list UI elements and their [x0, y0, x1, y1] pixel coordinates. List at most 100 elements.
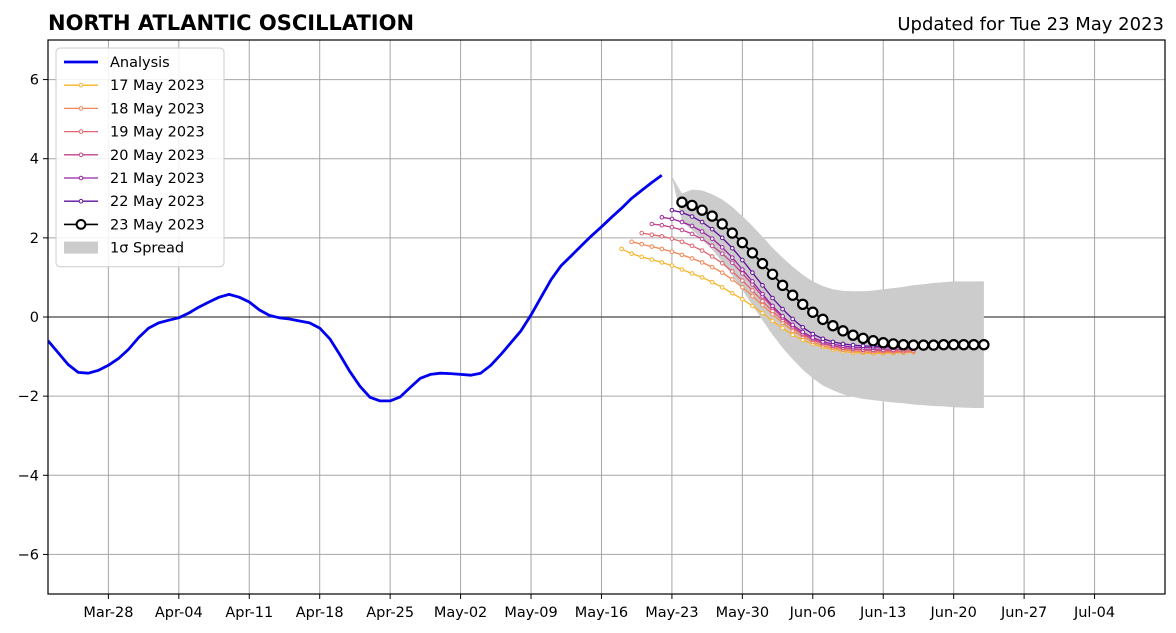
forecast-point — [679, 219, 685, 225]
forecast-point — [786, 289, 799, 301]
x-tick-label: May-16 — [575, 605, 628, 621]
forecast-point — [679, 239, 685, 245]
x-tick-label: May-30 — [716, 605, 769, 621]
forecast-point — [766, 268, 779, 280]
forecast-point — [750, 279, 755, 284]
x-tick-label: Jun-20 — [930, 605, 977, 621]
forecast-point — [699, 219, 705, 225]
forecast-point — [686, 199, 698, 212]
legend-swatch-spread — [64, 241, 98, 254]
legend-swatch-marker — [78, 82, 84, 88]
forecast-point — [887, 338, 899, 350]
chart-subtitle: Updated for Tue 23 May 2023 — [897, 14, 1164, 35]
forecast-point — [689, 214, 695, 219]
forecast-point — [978, 339, 990, 351]
legend-label: 1σ Spread — [110, 241, 184, 257]
forecast-point — [797, 298, 809, 311]
forecast-point — [770, 295, 775, 301]
legend-label: Analysis — [110, 55, 170, 71]
forecast-point — [669, 236, 675, 241]
forecast-point — [790, 332, 795, 338]
forecast-point — [770, 308, 775, 314]
legend-swatch-marker — [75, 219, 87, 230]
forecast-point — [729, 245, 735, 251]
x-tick-label: May-23 — [645, 605, 698, 621]
forecast-point — [719, 260, 725, 266]
forecast-point — [937, 339, 950, 351]
x-tick-label: May-02 — [434, 605, 487, 621]
legend-swatch-marker — [78, 106, 84, 111]
forecast-point — [760, 302, 765, 308]
forecast-point — [847, 329, 859, 341]
forecast-point — [639, 254, 645, 260]
x-tick-label: Jun-13 — [859, 605, 906, 621]
forecast-point — [709, 279, 715, 285]
x-tick-label: Apr-25 — [366, 605, 414, 621]
legend-swatch-marker — [78, 198, 84, 204]
spread-band — [671, 176, 984, 408]
legend-box — [55, 47, 225, 268]
forecast-point — [726, 227, 738, 239]
forecast-point — [699, 236, 705, 242]
forecast-point — [927, 339, 940, 351]
forecast-point — [629, 251, 634, 256]
forecast-point — [669, 224, 675, 230]
forecast-point — [958, 339, 970, 351]
y-tick-label: −4 — [18, 468, 39, 484]
forecast-point — [716, 218, 728, 230]
forecast-point — [776, 279, 789, 292]
forecast-point — [740, 296, 745, 302]
forecast-point — [659, 214, 665, 220]
forecast-point — [968, 339, 980, 351]
forecast-point — [867, 335, 879, 347]
forecast-point — [729, 277, 735, 282]
forecast-point — [619, 246, 624, 252]
forecast-point — [736, 236, 749, 249]
forecast-point — [649, 221, 655, 227]
y-tick-label: 0 — [30, 310, 39, 326]
forecast-point — [850, 342, 856, 348]
forecast-point — [649, 232, 655, 237]
forecast-point — [740, 278, 745, 283]
forecast-point — [807, 306, 819, 318]
x-tick-label: Apr-11 — [225, 605, 273, 621]
forecast-line — [641, 232, 914, 352]
forecast-point — [857, 332, 869, 345]
forecast-point — [709, 264, 715, 270]
forecast-point — [750, 303, 755, 309]
y-tick-label: 6 — [30, 73, 39, 89]
legend-label: 20 May 2023 — [110, 148, 205, 164]
forecast-point — [689, 271, 695, 276]
forecast-point — [750, 288, 755, 293]
forecast-point — [947, 339, 960, 351]
forecast-point — [830, 339, 836, 345]
y-tick-label: 2 — [30, 231, 39, 247]
forecast-point — [719, 245, 725, 250]
forecast-point — [669, 216, 675, 222]
plot-area: Mar-28 Apr-04 Apr-11 Apr-18 Apr-25 May-02 May-… — [18, 39, 1166, 621]
series-group — [48, 174, 990, 408]
forecast-point — [679, 210, 685, 215]
forecast-point — [780, 325, 785, 331]
forecast-point — [817, 313, 829, 326]
forecast-point — [699, 275, 705, 280]
forecast-point — [729, 290, 735, 296]
forecast-point — [709, 254, 715, 259]
forecast-point — [860, 343, 866, 349]
legend-swatch-marker — [78, 175, 84, 181]
legend-label: 19 May 2023 — [110, 125, 205, 141]
x-tick-label: Apr-04 — [155, 605, 203, 621]
forecast-point — [760, 298, 765, 304]
forecast-point — [689, 231, 695, 237]
forecast-point — [709, 226, 715, 232]
forecast-point — [729, 260, 735, 266]
forecast-point — [699, 260, 705, 265]
forecast-point — [706, 210, 718, 222]
y-tick-label: −2 — [18, 389, 39, 405]
forecast-point — [760, 283, 765, 288]
x-tick-label: May-09 — [504, 605, 557, 621]
forecast-point — [770, 303, 775, 309]
forecast-point — [729, 269, 735, 274]
legend-label: 22 May 2023 — [110, 194, 205, 210]
forecast-point — [750, 270, 755, 275]
